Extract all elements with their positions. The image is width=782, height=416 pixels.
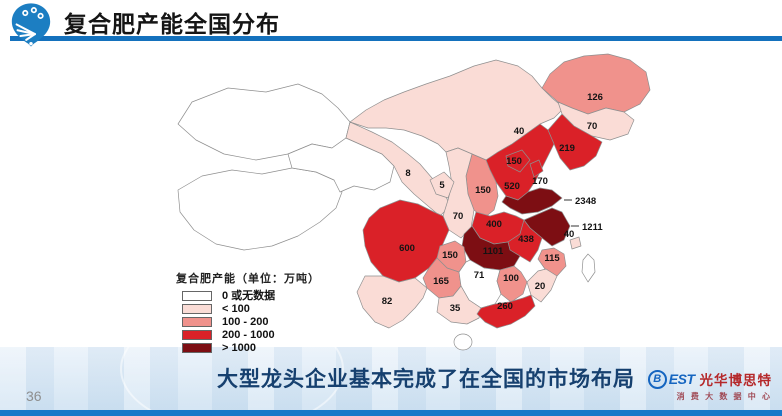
value-jilin: 70 <box>587 121 598 132</box>
province-xizang <box>177 167 343 251</box>
value-anhui: 438 <box>518 234 534 245</box>
value-henan: 400 <box>486 219 502 230</box>
brand-b-circle-icon: B <box>647 369 667 389</box>
brand-est-text: EST <box>668 371 695 387</box>
value-sichuan: 600 <box>399 243 415 254</box>
legend-label: 0 或无数据 <box>222 289 276 302</box>
legend-title: 复合肥产能（单位：万吨） <box>176 273 320 285</box>
value-hebei: 520 <box>504 181 520 192</box>
value-jiangxi: 100 <box>503 273 519 284</box>
province-value-labels: 126 40 70 219 150 170 520 150 400 70 8 5… <box>382 92 604 314</box>
value-shanxi: 150 <box>475 185 491 196</box>
value-guangxi: 35 <box>450 303 461 314</box>
page-number: 36 <box>26 388 42 404</box>
legend-label: 200 - 1000 <box>222 328 275 341</box>
value-heilongjiang: 126 <box>587 92 603 103</box>
value-tianjin: 170 <box>532 176 548 187</box>
legend-label: < 100 <box>222 302 250 315</box>
province-guangdong <box>476 294 536 329</box>
value-hunan: 71 <box>474 270 485 281</box>
province-shapes <box>177 53 651 351</box>
value-guizhou: 165 <box>433 276 450 287</box>
legend-row: 100 - 200 <box>176 316 376 328</box>
value-hubei: 1101 <box>483 246 504 257</box>
value-shaanxi: 70 <box>453 211 464 222</box>
legend-swatch-none <box>182 291 212 301</box>
legend-swatch-gt1000 <box>182 343 212 353</box>
province-shandong <box>501 187 563 215</box>
province-hainan <box>453 333 473 351</box>
legend-label: 100 - 200 <box>222 315 269 328</box>
value-shandong: 2348 <box>575 196 596 207</box>
province-taiwan <box>581 253 596 283</box>
brand-cn-subtitle: 消 费 大 数 据 中 心 <box>676 392 772 401</box>
value-gansu: 8 <box>405 168 410 179</box>
bottom-edge-bar <box>0 410 782 416</box>
value-beijing: 150 <box>506 156 522 167</box>
value-neimenggu: 40 <box>514 126 525 137</box>
china-capacity-map: 126 40 70 219 150 170 520 150 400 70 8 5… <box>177 53 651 351</box>
company-pin-logo-icon <box>11 3 51 47</box>
value-chongqing: 150 <box>442 250 458 261</box>
province-beijing <box>505 149 531 173</box>
value-ningxia: 5 <box>439 180 445 191</box>
value-shanghai: 40 <box>564 229 575 240</box>
province-shanghai <box>569 236 582 250</box>
value-guangdong: 260 <box>497 301 513 312</box>
province-neimenggu <box>349 59 565 161</box>
value-yunnan: 82 <box>382 296 393 307</box>
province-jiangxi <box>496 265 528 303</box>
brand-logo: B EST 光华博思特 消 费 大 数 据 中 心 <box>647 369 772 402</box>
brand-logo-line: B EST 光华博思特 <box>647 369 772 389</box>
province-ningxia <box>429 171 455 199</box>
slide-header: 复合肥产能全国分布 <box>0 0 782 48</box>
value-liaoning: 219 <box>559 143 575 154</box>
banner-conclusion-text: 大型龙头企业基本完成了在全国的市场布局 <box>217 368 635 391</box>
page-title: 复合肥产能全国分布 <box>64 11 280 37</box>
legend-row: 0 或无数据 <box>176 290 376 302</box>
value-jiangsu: 1211 <box>582 222 603 233</box>
value-fujian: 20 <box>535 281 546 292</box>
header-accent-bar <box>10 36 782 41</box>
province-hunan <box>458 259 502 309</box>
legend-label: > 1000 <box>222 341 256 354</box>
legend-row: > 1000 <box>176 342 376 354</box>
legend-swatch-200-1000 <box>182 330 212 340</box>
province-yunnan <box>356 275 428 329</box>
brand-cn-name: 光华博思特 <box>699 373 772 388</box>
province-fujian <box>526 268 558 303</box>
legend-swatch-lt100 <box>182 304 212 314</box>
value-zhejiang: 115 <box>544 253 560 264</box>
province-tianjin <box>529 159 544 178</box>
legend-row: 200 - 1000 <box>176 329 376 341</box>
legend-swatch-100-200 <box>182 317 212 327</box>
map-legend: 复合肥产能（单位：万吨） 0 或无数据 < 100 100 - 200 200 … <box>176 270 376 355</box>
legend-row: < 100 <box>176 303 376 315</box>
